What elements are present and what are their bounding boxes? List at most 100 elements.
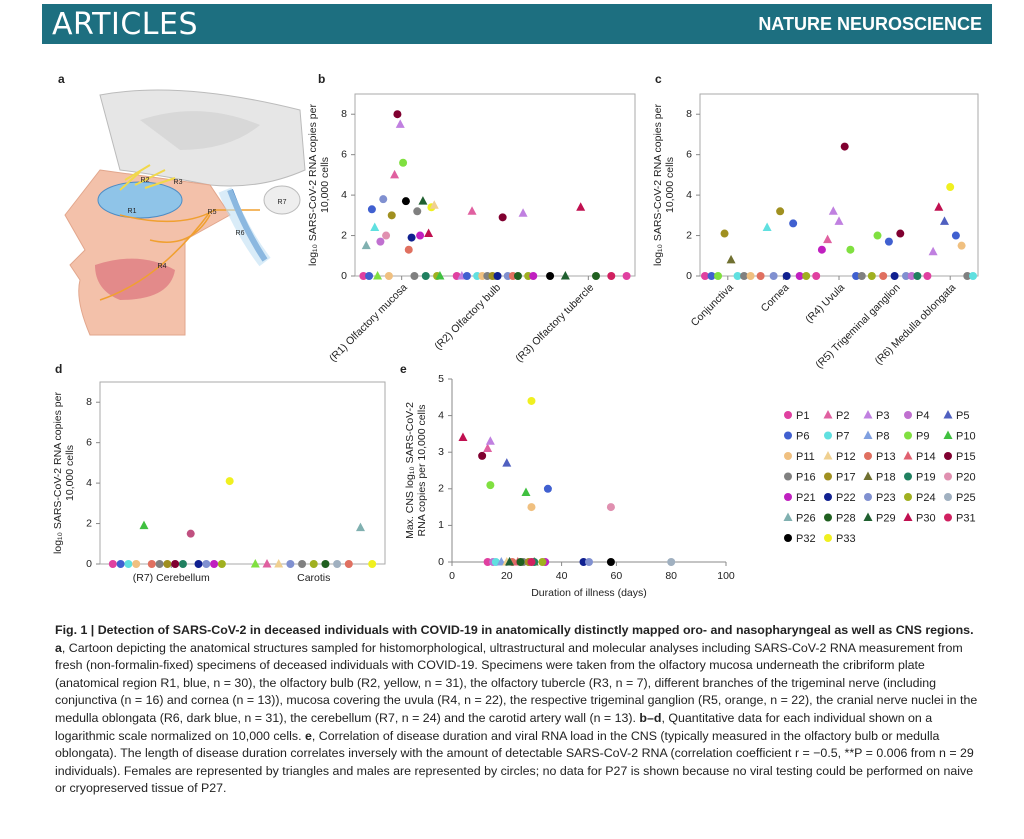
data-point bbox=[527, 558, 536, 566]
data-point bbox=[789, 219, 798, 228]
data-point bbox=[376, 237, 385, 246]
x-tick-label: (R1) Olfactory mucosa bbox=[327, 281, 410, 364]
header-bar: ARTICLES NATURE NEUROSCIENCE bbox=[42, 4, 992, 44]
data-point bbox=[823, 234, 833, 244]
panel-label: a bbox=[58, 72, 65, 86]
y-tick-label: 0 bbox=[686, 270, 692, 282]
x-tick-label: 80 bbox=[665, 570, 677, 582]
data-point bbox=[928, 246, 938, 256]
legend-label: P24 bbox=[916, 492, 936, 504]
data-point bbox=[867, 272, 876, 280]
legend-label: P8 bbox=[876, 430, 889, 442]
data-point bbox=[923, 272, 932, 280]
data-point bbox=[543, 484, 552, 493]
data-point bbox=[579, 558, 588, 566]
data-point bbox=[361, 240, 371, 250]
y-axis-label: 10,000 cells bbox=[319, 157, 331, 213]
y-axis-label: log₁₀ SARS-CoV-2 RNA copies per bbox=[652, 104, 664, 266]
legend-marker bbox=[824, 513, 832, 522]
legend-label: P28 bbox=[836, 512, 856, 524]
data-point bbox=[333, 560, 342, 568]
legend-marker bbox=[784, 534, 792, 542]
data-point bbox=[521, 487, 531, 496]
data-point bbox=[155, 560, 164, 568]
y-axis-label: log₁₀ SARS-CoV-2 RNA copies per bbox=[307, 104, 319, 266]
data-point bbox=[879, 272, 888, 280]
caption-run: , Correlation of disease duration and vi… bbox=[55, 728, 974, 796]
caption-run: , Quantitative data for each individual … bbox=[55, 710, 933, 743]
data-point bbox=[606, 558, 615, 566]
legend-marker bbox=[904, 472, 912, 481]
data-point bbox=[812, 272, 821, 280]
data-point bbox=[186, 529, 195, 538]
panel-label: e bbox=[400, 362, 407, 376]
plot-frame bbox=[99, 381, 386, 565]
legend-label: P10 bbox=[956, 430, 976, 442]
panel-label: d bbox=[55, 362, 62, 376]
legend-label: P16 bbox=[796, 471, 816, 483]
data-point bbox=[846, 245, 855, 254]
legend-marker bbox=[903, 512, 913, 521]
data-point bbox=[435, 271, 445, 280]
trigeminal-nerve bbox=[99, 209, 260, 301]
data-point bbox=[344, 560, 353, 568]
legend-marker bbox=[824, 493, 832, 501]
legend-marker bbox=[863, 430, 873, 439]
y-tick-label: 2 bbox=[686, 229, 692, 241]
data-point bbox=[963, 272, 972, 280]
data-point bbox=[370, 222, 380, 231]
data-point bbox=[622, 272, 631, 280]
data-point bbox=[817, 245, 826, 254]
data-point bbox=[946, 183, 955, 192]
data-point bbox=[368, 560, 377, 568]
data-point bbox=[907, 272, 916, 280]
data-point bbox=[424, 228, 434, 238]
legend-label: P13 bbox=[876, 451, 896, 463]
cartoon: a bbox=[58, 72, 308, 336]
data-point bbox=[502, 458, 512, 467]
legend-label: P7 bbox=[836, 430, 849, 442]
data-point bbox=[194, 560, 203, 568]
data-point bbox=[740, 272, 749, 280]
legend-marker bbox=[904, 493, 912, 501]
data-point bbox=[413, 207, 422, 216]
x-tick-label: (R2) Olfactory bulb bbox=[432, 281, 503, 352]
x-tick-label: Carotis bbox=[297, 572, 330, 584]
data-point bbox=[896, 229, 905, 238]
y-tick-label: 3 bbox=[438, 446, 444, 458]
x-axis-label: Duration of illness (days) bbox=[531, 587, 647, 599]
legend-label: P9 bbox=[916, 430, 929, 442]
data-point bbox=[546, 272, 555, 280]
oral-cavity bbox=[95, 258, 175, 300]
legend-label: P32 bbox=[796, 533, 816, 545]
data-point bbox=[762, 222, 772, 231]
data-point bbox=[607, 272, 616, 280]
data-point bbox=[968, 272, 977, 280]
data-point bbox=[286, 560, 295, 568]
data-point bbox=[840, 142, 849, 151]
data-point bbox=[274, 559, 284, 568]
legend-label: P22 bbox=[836, 492, 856, 504]
data-point bbox=[139, 520, 149, 530]
y-tick-label: 6 bbox=[686, 148, 692, 160]
legend-label: P26 bbox=[796, 512, 816, 524]
data-point bbox=[387, 211, 396, 220]
y-tick-label: 6 bbox=[341, 148, 347, 160]
y-tick-label: 8 bbox=[686, 108, 692, 120]
y-tick-label: 2 bbox=[341, 229, 347, 241]
data-point bbox=[116, 560, 125, 568]
caption-run: b–d bbox=[639, 710, 662, 725]
legend-marker bbox=[863, 471, 873, 480]
y-tick-label: 4 bbox=[86, 477, 92, 489]
brain-fold bbox=[140, 111, 260, 150]
legend-label: P19 bbox=[916, 471, 936, 483]
caption-run: Fig. 1 | Detection of SARS-CoV-2 in dece… bbox=[55, 623, 974, 637]
x-tick-label: (R3) Olfactory tubercle bbox=[513, 281, 596, 364]
region-label: R2 bbox=[141, 177, 150, 184]
legend-marker bbox=[863, 512, 873, 521]
data-point bbox=[707, 272, 716, 280]
legend-marker bbox=[784, 431, 792, 440]
legend-marker bbox=[823, 410, 833, 419]
journal-name: NATURE NEUROSCIENCE bbox=[758, 14, 982, 34]
